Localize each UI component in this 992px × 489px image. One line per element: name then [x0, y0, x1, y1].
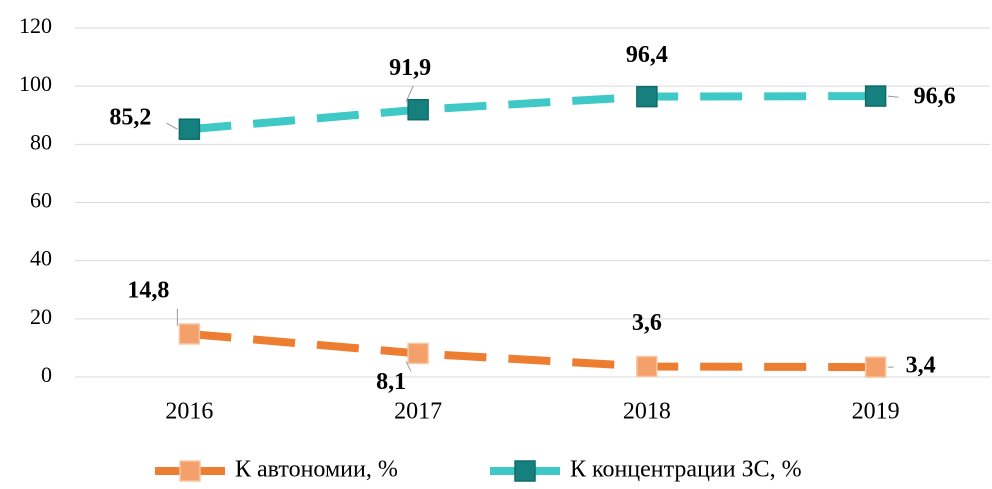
data-label: 14,8 — [127, 277, 169, 303]
data-label: 96,4 — [626, 42, 668, 68]
legend-label: К автономии, % — [235, 457, 398, 483]
y-tick-label: 40 — [30, 246, 52, 271]
series-line — [189, 92, 876, 134]
leader-line — [887, 95, 899, 98]
data-label: 3,6 — [632, 310, 662, 336]
y-tick-label: 60 — [30, 188, 52, 213]
y-tick-label: 100 — [19, 71, 52, 96]
marker — [864, 85, 887, 107]
data-label: 91,9 — [389, 55, 431, 81]
series-line — [189, 329, 876, 372]
x-tick-label: 2019 — [852, 399, 900, 425]
legend-marker — [179, 460, 201, 482]
y-tick-label: 20 — [30, 304, 52, 329]
marker — [407, 98, 429, 121]
x-tick-label: 2017 — [394, 399, 442, 425]
legend-marker — [514, 460, 536, 482]
marker — [864, 356, 887, 378]
leader-line — [405, 361, 412, 372]
legend-label: К концентрации ЗС, % — [570, 457, 802, 483]
leader-line — [166, 122, 178, 130]
x-tick-label: 2018 — [623, 399, 671, 425]
marker — [178, 118, 201, 140]
data-label: 8,1 — [376, 369, 406, 395]
data-label: 85,2 — [109, 105, 151, 131]
y-tick-label: 120 — [19, 13, 52, 38]
marker — [178, 323, 201, 345]
data-label: 96,6 — [914, 84, 956, 110]
y-tick-label: 80 — [30, 129, 52, 154]
marker — [636, 85, 658, 108]
x-tick-label: 2016 — [165, 399, 213, 425]
y-tick-label: 0 — [41, 362, 52, 387]
marker — [407, 342, 429, 365]
leader-line — [405, 85, 414, 102]
marker — [636, 355, 658, 378]
data-label: 3,4 — [906, 353, 936, 379]
